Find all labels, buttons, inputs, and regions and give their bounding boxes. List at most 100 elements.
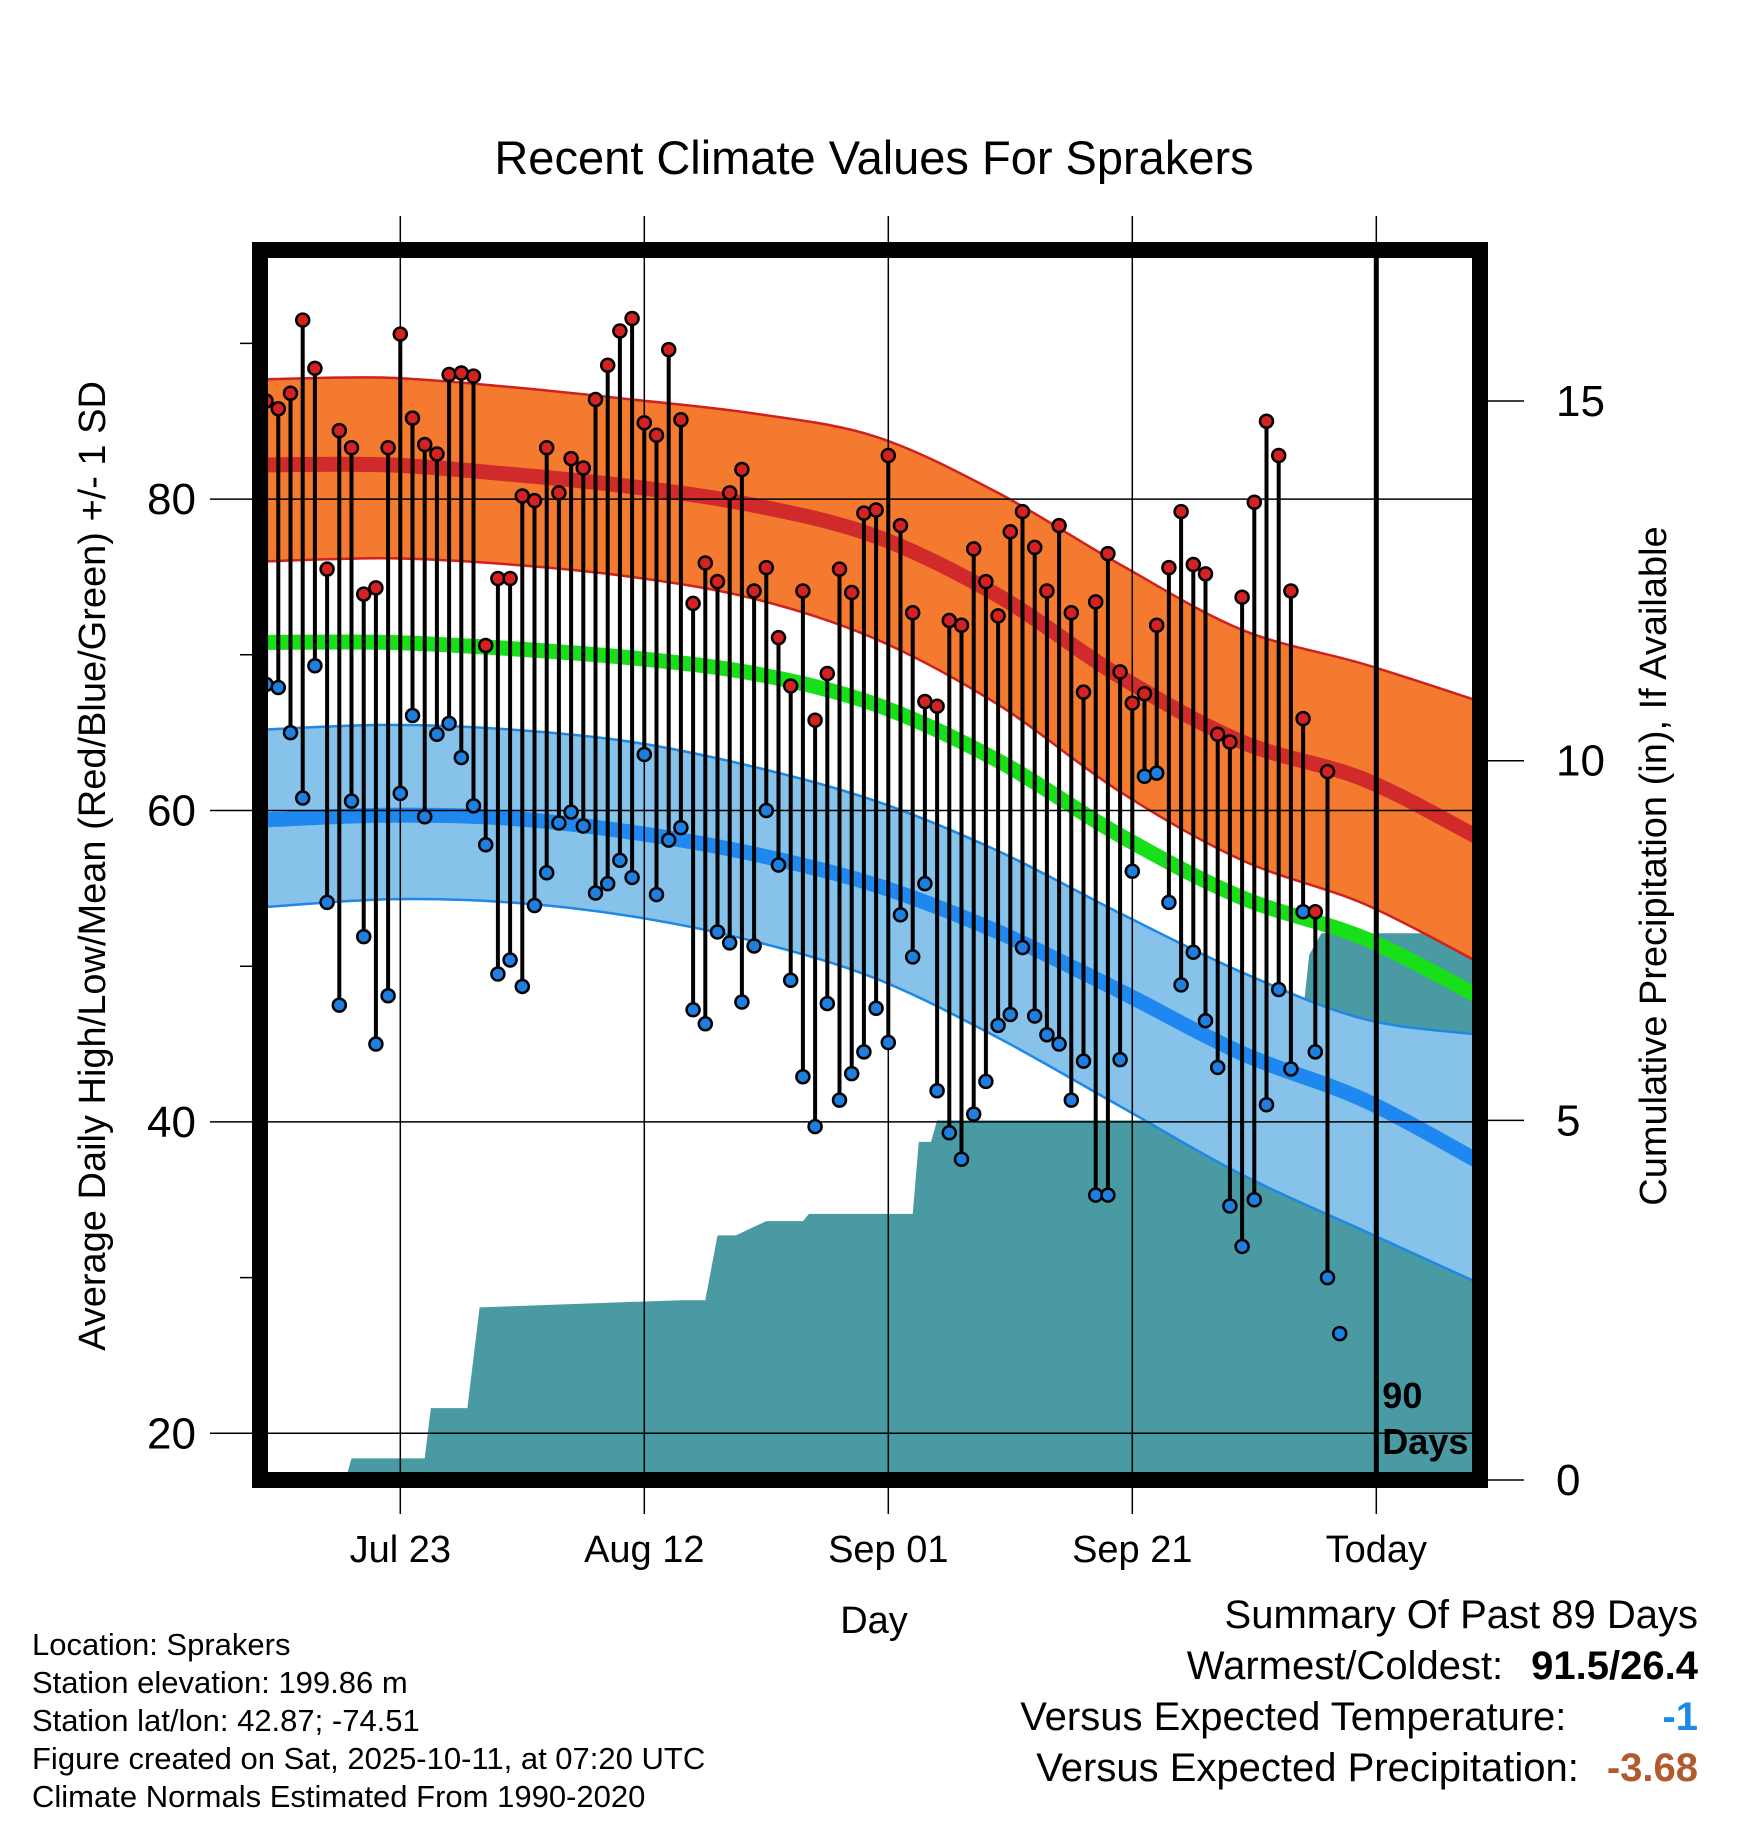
daily-low-point	[331, 997, 348, 1013]
daily-high-point	[429, 446, 445, 462]
daily-low-point	[673, 819, 689, 836]
daily-low-point	[1307, 1044, 1324, 1060]
daily-low-point	[538, 865, 555, 881]
daily-high-point	[526, 492, 543, 509]
daily-high-point	[1234, 589, 1250, 605]
daily-low-point	[917, 875, 933, 892]
daily-high-point	[1112, 664, 1128, 680]
daily-high-point	[453, 365, 470, 381]
daily-high-point	[502, 570, 518, 587]
daily-high-point	[1246, 494, 1263, 510]
daily-low-point	[587, 885, 604, 901]
daily-low-point	[1234, 1238, 1250, 1255]
daily-low-point	[514, 978, 531, 995]
daily-high-point	[880, 447, 897, 464]
daily-high-point	[770, 629, 787, 646]
daily-high-point	[1026, 539, 1043, 556]
daily-high-point	[307, 360, 323, 377]
y2-tick-label: 5	[1556, 1096, 1580, 1145]
daily-low-point	[490, 966, 506, 982]
daily-low-point	[1112, 1051, 1128, 1068]
elevation-text: Station elevation: 199.86 m	[32, 1665, 408, 1700]
daily-low-point	[648, 886, 665, 903]
daily-high-point	[1100, 545, 1116, 562]
daily-low-point	[307, 657, 323, 674]
daily-high-point	[978, 573, 994, 590]
y2-tick-label: 15	[1556, 377, 1605, 426]
daily-low-point	[294, 790, 311, 806]
daily-low-point	[1051, 1036, 1067, 1052]
daily-high-point	[465, 368, 482, 384]
daily-low-point	[1148, 765, 1165, 781]
daily-high-point	[843, 584, 860, 601]
daily-high-point	[1319, 763, 1336, 780]
daily-high-point	[392, 326, 409, 342]
daily-high-point	[270, 401, 287, 417]
daily-high-point	[1124, 695, 1141, 711]
x-axis-label: Day	[840, 1600, 908, 1642]
daily-low-point	[1197, 1012, 1214, 1029]
daily-high-point	[904, 605, 921, 621]
daily-low-point	[685, 1002, 701, 1018]
daily-high-point	[1270, 447, 1287, 464]
daily-low-point	[1283, 1061, 1299, 1077]
daily-high-point	[1295, 710, 1311, 727]
daily-high-point	[1148, 617, 1165, 633]
daily-low-point	[1136, 768, 1153, 785]
daily-high-point	[965, 541, 982, 557]
daily-high-point	[868, 502, 884, 518]
daily-high-point	[1002, 524, 1019, 540]
y-tick-label: 40	[147, 1098, 196, 1147]
daily-low-point	[856, 1044, 872, 1060]
daily-low-point	[282, 724, 299, 741]
daily-high-point	[441, 366, 457, 383]
daily-high-point	[599, 357, 616, 373]
daily-low-point	[404, 707, 421, 724]
daily-high-point	[380, 439, 396, 456]
x-tick-label: Jul 23	[350, 1529, 451, 1571]
daily-high-point	[1197, 566, 1214, 582]
daily-low-point	[953, 1151, 970, 1168]
daily-low-point	[636, 746, 653, 763]
low-sd-band	[266, 724, 1480, 1284]
daily-high-point	[1063, 605, 1080, 621]
daily-high-point	[1087, 594, 1104, 610]
plot-data	[260, 250, 1480, 1480]
daily-high-point	[892, 517, 909, 534]
daily-high-point	[563, 450, 579, 467]
daily-low-point	[1331, 1325, 1348, 1342]
daily-low-point	[843, 1065, 860, 1082]
daily-high-point	[648, 427, 665, 444]
daily-low-point	[1039, 1026, 1055, 1043]
daily-low-point	[453, 749, 470, 766]
daily-low-point	[380, 988, 396, 1004]
daily-low-point	[1063, 1092, 1080, 1108]
daily-high-point	[343, 439, 360, 456]
daily-low-point	[563, 804, 579, 820]
y-tick-label: 80	[147, 475, 196, 524]
daily-high-point	[1014, 503, 1031, 520]
daily-low-point	[502, 952, 518, 968]
daily-low-point	[441, 715, 457, 732]
daily-high-point	[856, 505, 872, 521]
daily-high-point	[636, 415, 653, 431]
daily-high-point	[685, 595, 701, 612]
daily-high-point	[1075, 684, 1092, 700]
daily-high-point	[355, 586, 372, 602]
daily-high-point	[1185, 556, 1202, 573]
daily-low-point	[1161, 894, 1177, 911]
daily-high-point	[673, 411, 689, 428]
normals-text: Climate Normals Estimated From 1990-2020	[32, 1779, 646, 1814]
daily-low-point	[782, 972, 799, 988]
precip-row: Versus Expected Precipitation: -3.68	[1020, 1743, 1698, 1794]
daily-high-point	[929, 698, 945, 714]
daily-high-point	[1173, 503, 1189, 520]
temp-row: Versus Expected Temperature: -1	[1020, 1692, 1698, 1743]
daily-high-point	[819, 665, 836, 682]
daily-high-point	[477, 637, 494, 654]
daily-high-point	[734, 461, 750, 478]
daily-high-point	[1283, 583, 1299, 599]
daily-high-point	[1039, 583, 1055, 599]
latlon-text: Station lat/lon: 42.87; -74.51	[32, 1703, 420, 1738]
